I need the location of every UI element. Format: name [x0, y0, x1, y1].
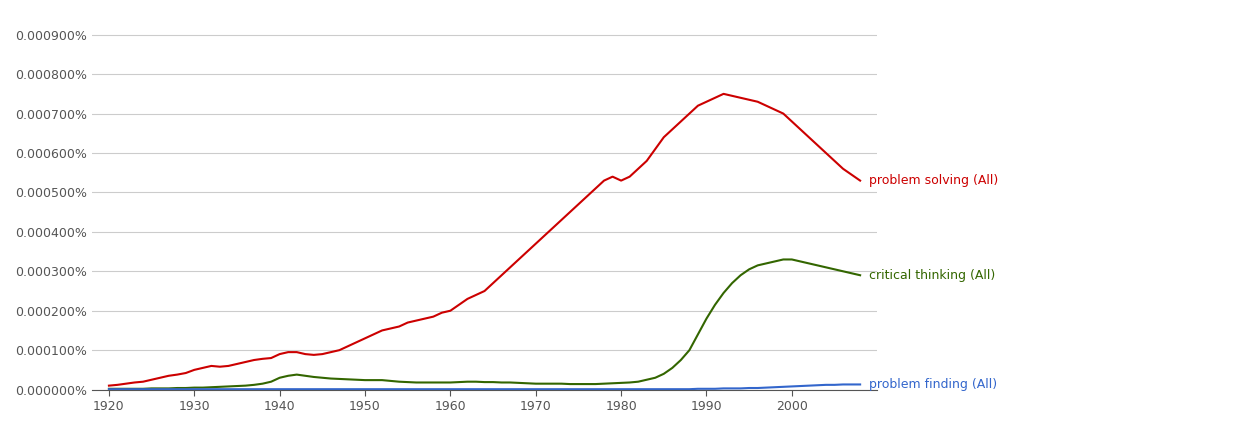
Text: problem finding (All): problem finding (All)	[869, 378, 996, 391]
Text: problem solving (All): problem solving (All)	[869, 174, 997, 187]
Text: critical thinking (All): critical thinking (All)	[869, 269, 995, 282]
